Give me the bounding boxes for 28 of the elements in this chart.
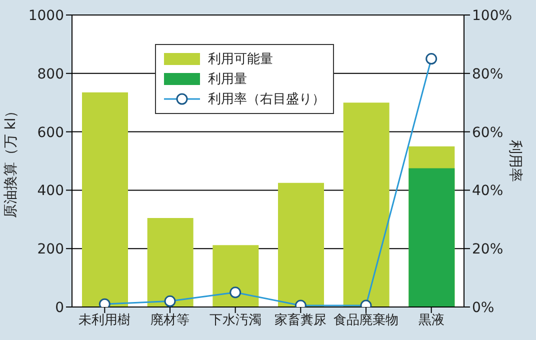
x-tick-label: 下水汚濁 (209, 313, 262, 328)
bar (343, 102, 390, 307)
bar (278, 182, 324, 307)
y2-tick-label: 40% (472, 183, 504, 200)
y2-tick-label: 80% (472, 66, 504, 82)
y2-axis-title: 利用率 (507, 140, 524, 182)
y-axis-title: 原油換算（万 kl） (2, 104, 19, 218)
y2-tick-label: 60% (472, 124, 504, 141)
y-tick-label: 400 (37, 183, 64, 200)
x-tick-label: 廃材等 (150, 313, 190, 328)
legend-label: 利用可能量 (208, 51, 273, 68)
y2-tick-label: 0% (472, 300, 494, 316)
x-tick-label: 食品廃棄物 (334, 312, 398, 328)
x-tick-label: 未利用樹 (78, 313, 131, 328)
x-tick-label: 家畜糞尿 (274, 312, 327, 328)
y-tick-label: 800 (37, 66, 64, 82)
legend-label: 利用率（右目盛り） (208, 91, 325, 108)
y2-tick-label: 100% (472, 8, 512, 24)
legend-label: 利用量 (208, 71, 247, 88)
y-tick-label: 200 (37, 242, 64, 258)
x-tick-label: 黒液 (418, 313, 444, 328)
y-tick-label: 0 (55, 300, 64, 316)
y2-tick-label: 20% (472, 242, 504, 258)
bar (82, 92, 128, 307)
bar (147, 218, 194, 307)
bar (212, 245, 259, 307)
y-tick-label: 600 (37, 124, 64, 141)
y-tick-label: 1000 (28, 8, 64, 24)
